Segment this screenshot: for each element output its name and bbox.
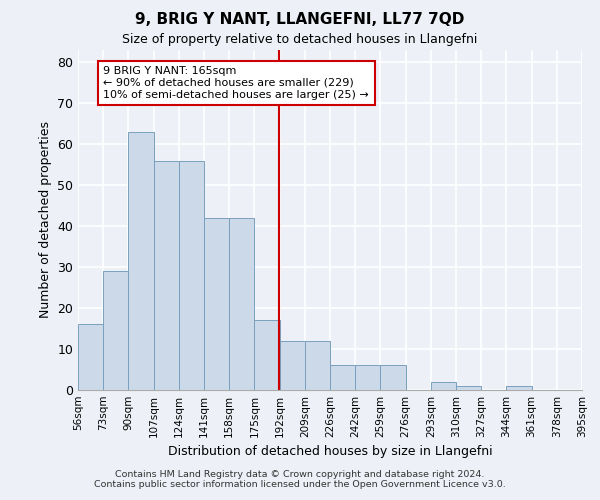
Bar [179, 160, 204, 390]
Bar [154, 160, 179, 390]
Bar [204, 218, 229, 390]
X-axis label: Distribution of detached houses by size in Llangefni: Distribution of detached houses by size … [167, 446, 493, 458]
Text: 9, BRIG Y NANT, LLANGEFNI, LL77 7QD: 9, BRIG Y NANT, LLANGEFNI, LL77 7QD [136, 12, 464, 28]
Bar [506, 386, 532, 390]
Bar [305, 341, 330, 390]
Text: Contains HM Land Registry data © Crown copyright and database right 2024.
Contai: Contains HM Land Registry data © Crown c… [94, 470, 506, 489]
Bar [280, 341, 305, 390]
Bar [456, 386, 481, 390]
Bar [380, 366, 406, 390]
Bar [355, 366, 380, 390]
Bar [128, 132, 154, 390]
Bar [229, 218, 254, 390]
Bar [254, 320, 280, 390]
Bar [103, 271, 128, 390]
Bar [330, 366, 355, 390]
Bar [78, 324, 103, 390]
Y-axis label: Number of detached properties: Number of detached properties [38, 122, 52, 318]
Bar [431, 382, 456, 390]
Text: 9 BRIG Y NANT: 165sqm
← 90% of detached houses are smaller (229)
10% of semi-det: 9 BRIG Y NANT: 165sqm ← 90% of detached … [103, 66, 369, 100]
Text: Size of property relative to detached houses in Llangefni: Size of property relative to detached ho… [122, 34, 478, 46]
